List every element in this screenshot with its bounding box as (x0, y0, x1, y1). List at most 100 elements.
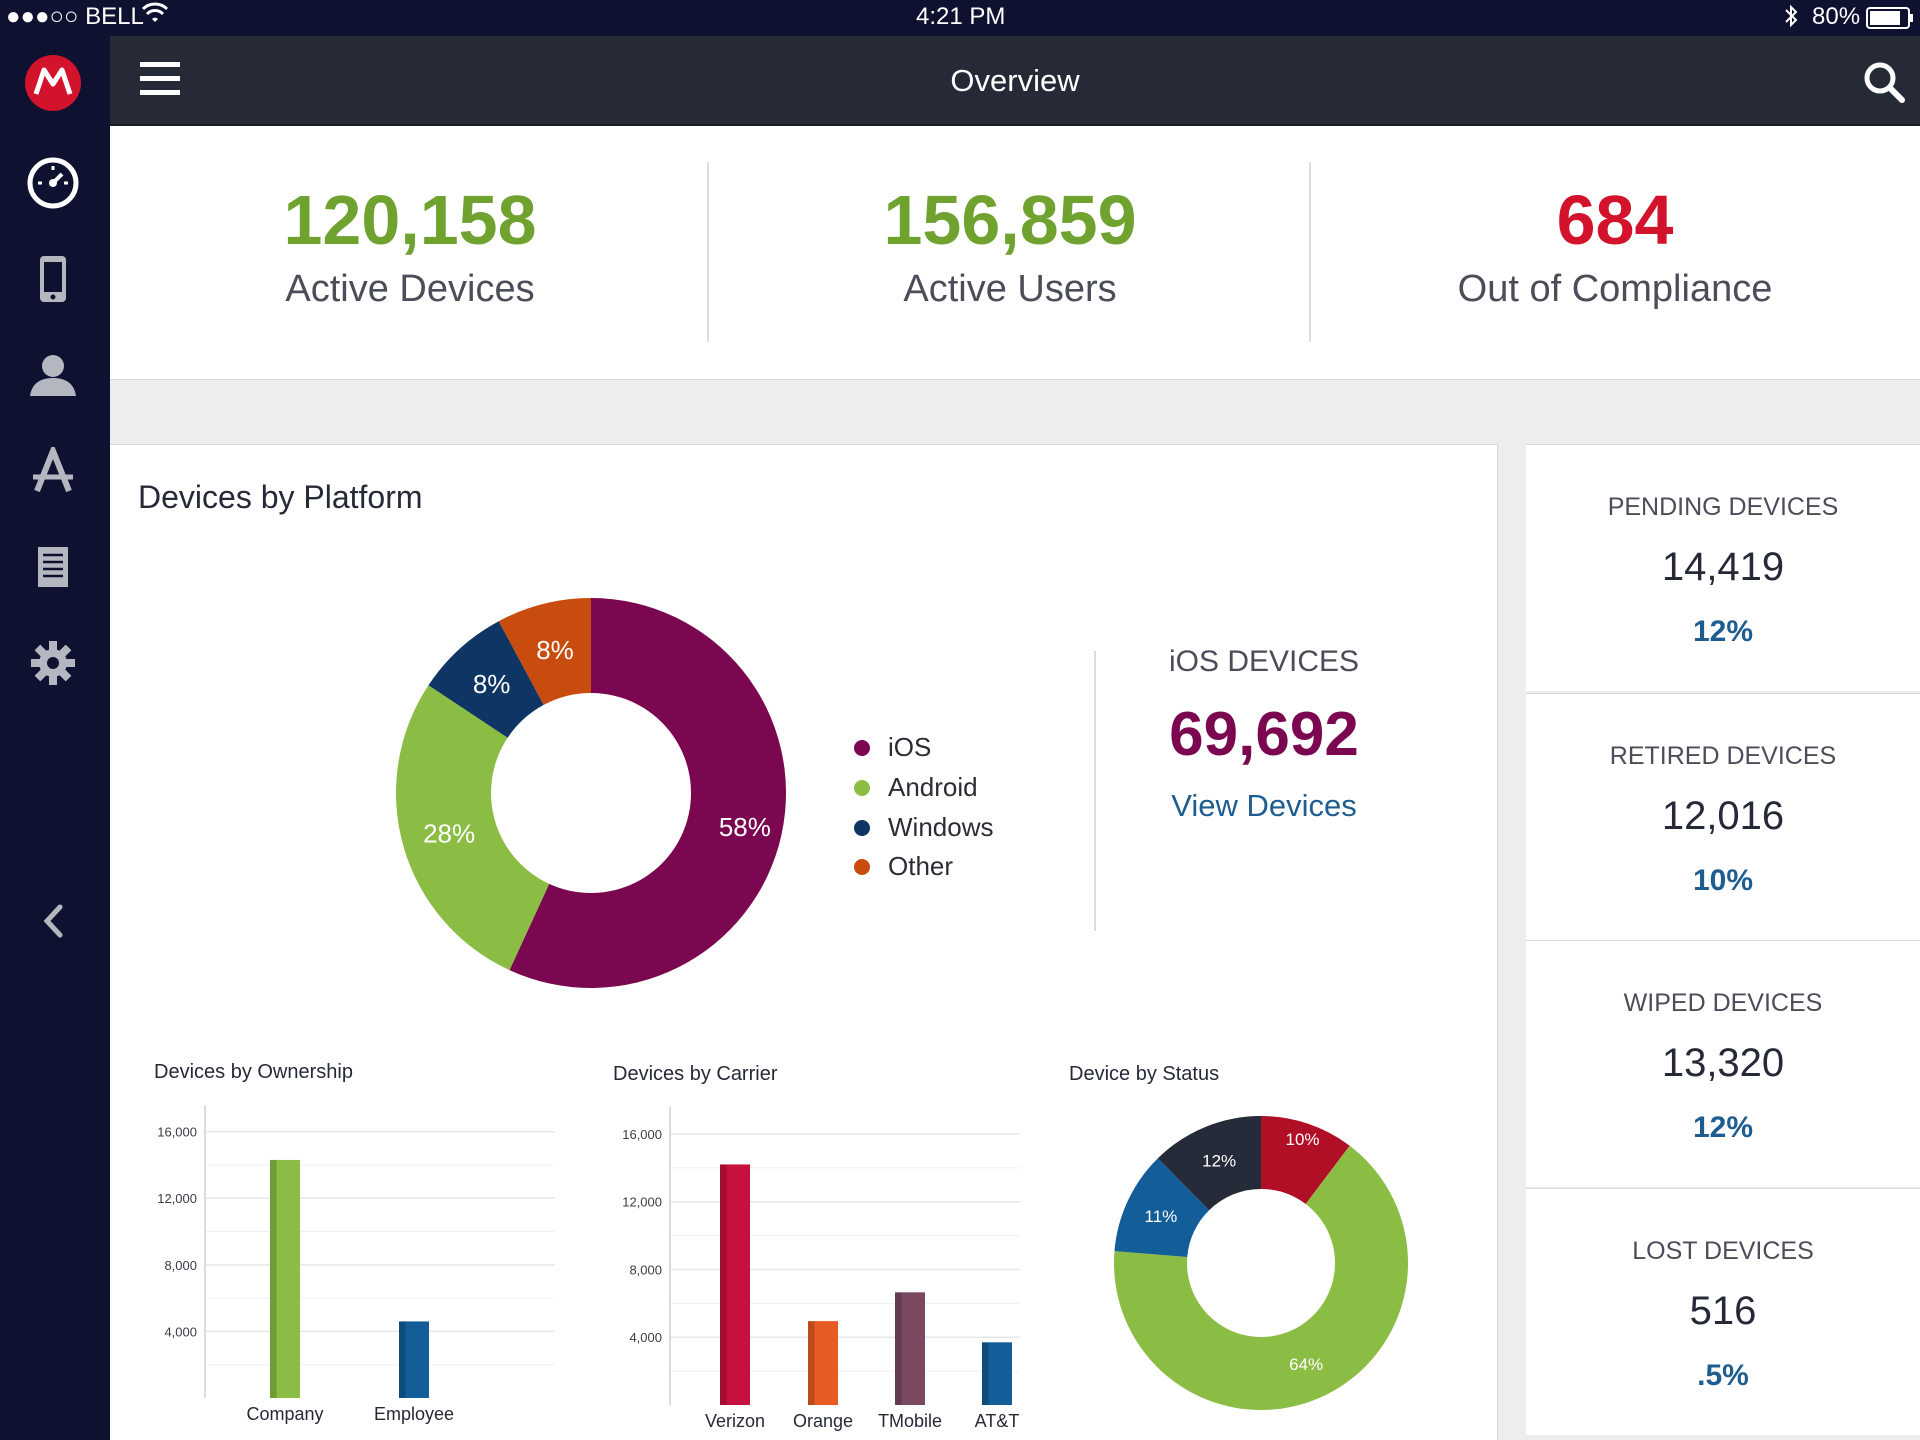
bar-shade (720, 1164, 727, 1405)
stat-retired-devices[interactable]: RETIRED DEVICES 12,016 10% (1526, 693, 1920, 940)
legend-swatch (854, 779, 870, 796)
devices-by-platform-panel: Devices by Platform 58% 28% 8% 8% iOS Andro… (110, 444, 1498, 1440)
donut-slice (1114, 1158, 1210, 1258)
legend-label: Android (888, 772, 978, 802)
bluetooth-icon (1783, 4, 1799, 35)
kpi-active-users[interactable]: 156,859 Active Users (710, 126, 1310, 380)
dashboard-icon[interactable] (22, 152, 84, 214)
view-devices-link[interactable]: View Devices (1171, 788, 1357, 823)
bar (720, 1164, 750, 1405)
status-time: 4:21 PM (916, 3, 1006, 30)
y-tick-label: 16,000 (622, 1127, 662, 1142)
stat-label: RETIRED DEVICES (1609, 742, 1837, 770)
kpi-label: Active Users (903, 268, 1117, 310)
battery-icon (1866, 7, 1914, 36)
stat-wiped-devices[interactable]: WIPED DEVICES 13,320 12% (1526, 940, 1920, 1187)
battery-percent: 80% (1812, 3, 1861, 30)
platform-donut-chart: 58% 28% 8% 8% (395, 598, 786, 988)
ios-devices-summary: iOS DEVICES 69,692 View Devices (1094, 645, 1434, 824)
stat-lost-devices[interactable]: LOST DEVICES 516 .5% (1526, 1188, 1920, 1435)
slice-label: 64% (1289, 1355, 1323, 1374)
donut-slice (1114, 1145, 1408, 1410)
menu-icon[interactable] (140, 60, 182, 105)
donut-slice (395, 685, 550, 971)
x-tick-label: Orange (793, 1411, 853, 1431)
legend-label: Other (888, 851, 954, 881)
kpi-value: 156,859 (883, 181, 1137, 259)
device-state-stats: PENDING DEVICES 14,419 12% RETIRED DEVIC… (1526, 444, 1920, 1440)
bar-shade (399, 1321, 406, 1398)
ownership-bar-chart: 4,000 8,000 12,000 16,000 Company Employee (157, 1105, 555, 1424)
stat-pending-devices[interactable]: PENDING DEVICES 14,419 12% (1526, 444, 1920, 691)
slice-label: 10% (1286, 1130, 1320, 1149)
ios-devices-value: 69,692 (1169, 700, 1359, 769)
slice-label: 8% (473, 669, 511, 699)
legend-item-ios: iOS (854, 732, 931, 763)
slice-label: 8% (536, 635, 574, 665)
carrier-signal: ●●●○○ BELL (6, 3, 144, 30)
stat-value: 14,419 (1661, 545, 1785, 589)
user-icon[interactable] (22, 344, 84, 406)
stat-value: 516 (1689, 1289, 1757, 1333)
legend-item-windows: Windows (854, 812, 993, 843)
stat-percent: 10% (1692, 864, 1754, 897)
device-icon[interactable] (22, 248, 84, 310)
main-content: 120,158 Active Devices 156,859 Active Us… (110, 126, 1920, 1440)
legend-label: Windows (888, 812, 994, 842)
kpi-label: Active Devices (285, 268, 535, 310)
kpi-active-devices[interactable]: 120,158 Active Devices (110, 126, 710, 380)
gear-icon[interactable] (22, 632, 84, 694)
collapse-icon[interactable] (22, 890, 84, 952)
slice-label: 11% (1145, 1207, 1178, 1226)
legend-swatch (854, 858, 870, 875)
status-chart-title: Device by Status (1069, 1063, 1220, 1085)
stat-percent: .5% (1697, 1359, 1749, 1392)
x-tick-label: Company (246, 1404, 323, 1424)
slice-label: 58% (719, 812, 771, 842)
bar-shade (982, 1342, 989, 1405)
carrier-bar-chart: 4,000 8,000 12,000 16,000 Verizon Orange TMobi… (622, 1107, 1020, 1431)
slice-label: 12% (1202, 1152, 1236, 1171)
wifi-icon (141, 2, 169, 33)
bar-shade (270, 1159, 277, 1398)
stat-percent: 12% (1692, 1111, 1754, 1144)
x-tick-label: Verizon (705, 1411, 765, 1431)
stat-value: 12,016 (1661, 794, 1785, 838)
carrier-chart-title: Devices by Carrier (613, 1063, 778, 1085)
legend-item-android: Android (854, 772, 978, 803)
divider (707, 162, 709, 342)
stat-value: 13,320 (1661, 1041, 1785, 1085)
legend-swatch (854, 819, 870, 836)
logo-icon (22, 52, 84, 114)
donut-slice (509, 598, 786, 988)
kpi-label: Out of Compliance (1457, 268, 1773, 310)
x-tick-label: TMobile (878, 1411, 942, 1431)
status-donut-chart: 10% 64% 11% 12% (1114, 1116, 1408, 1410)
y-tick-label: 16,000 (157, 1125, 197, 1140)
bar (895, 1292, 925, 1405)
stat-label: LOST DEVICES (1632, 1237, 1814, 1265)
kpi-strip: 120,158 Active Devices 156,859 Active Us… (110, 126, 1920, 380)
search-icon[interactable] (1862, 60, 1906, 109)
panel-title: Devices by Platform (138, 479, 423, 515)
list-icon[interactable] (22, 536, 84, 598)
y-tick-label: 8,000 (629, 1262, 662, 1277)
stat-label: WIPED DEVICES (1623, 989, 1823, 1017)
legend-item-other: Other (854, 851, 953, 882)
kpi-out-of-compliance[interactable]: 684 Out of Compliance (1310, 126, 1920, 380)
donut-slice (428, 621, 544, 738)
x-tick-label: AT&T (975, 1411, 1020, 1431)
y-tick-label: 4,000 (164, 1324, 197, 1339)
page-title: Overview (950, 63, 1080, 98)
kpi-value: 120,158 (283, 181, 537, 259)
ios-devices-label: iOS DEVICES (1168, 645, 1360, 678)
divider (1094, 651, 1096, 931)
slice-label: 28% (423, 818, 475, 848)
y-tick-label: 4,000 (629, 1330, 662, 1345)
ownership-chart-title: Devices by Ownership (154, 1061, 353, 1083)
app-store-icon[interactable] (22, 440, 84, 502)
bar (399, 1321, 429, 1398)
stat-label: PENDING DEVICES (1607, 493, 1839, 521)
status-bar: ●●●○○ BELL 4:21 PM 80% (0, 0, 1920, 36)
bar-shade (895, 1292, 902, 1405)
